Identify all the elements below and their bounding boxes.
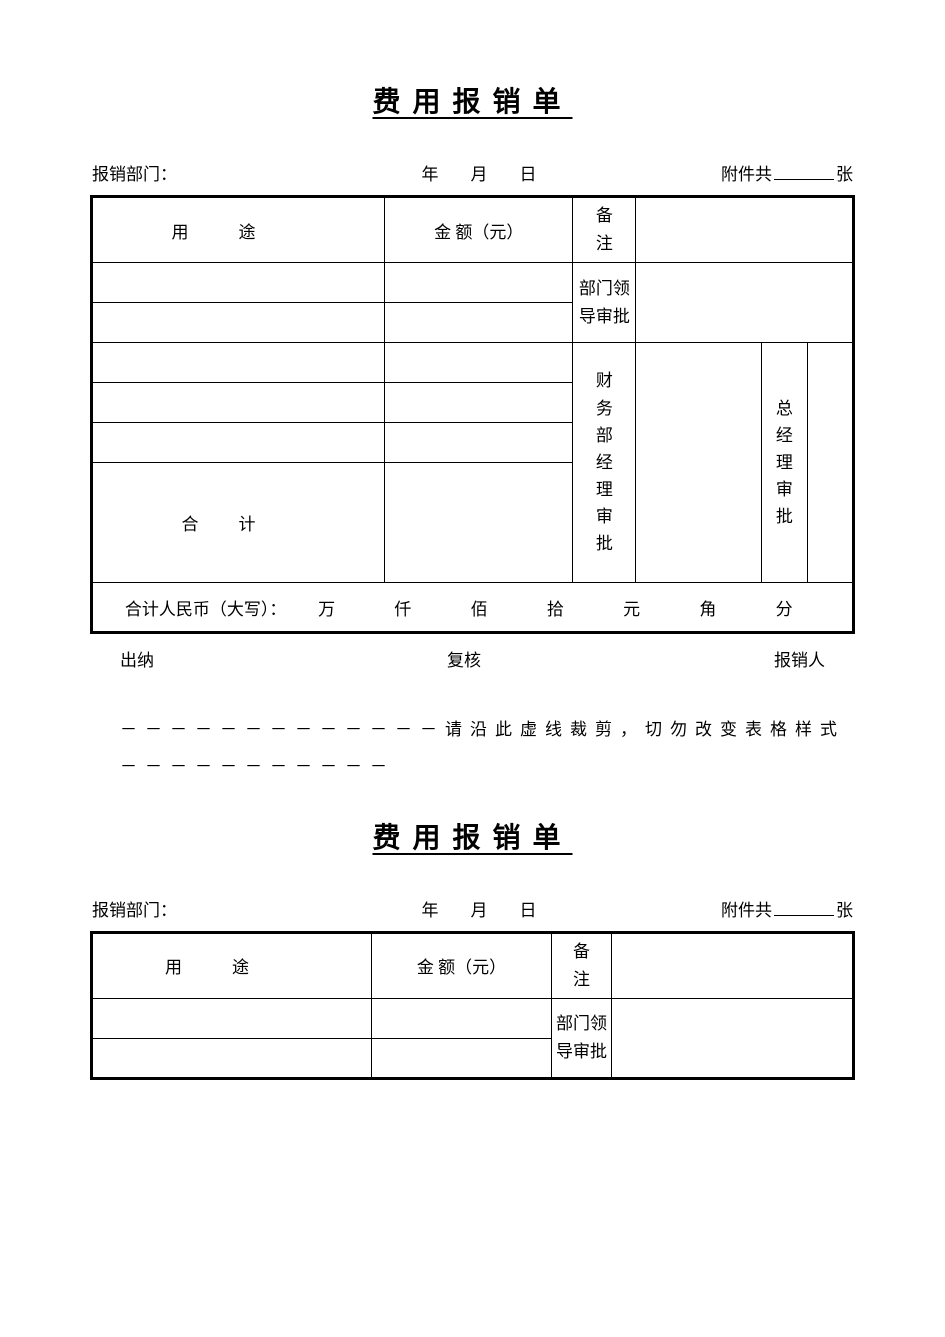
remark-l1: 备 [554, 938, 609, 966]
attach-slot [774, 179, 834, 180]
dept-l1: 部门领 [575, 275, 633, 303]
col-purpose: 用途 [92, 197, 385, 263]
dept-label: 报销部门： [92, 896, 177, 921]
dept-l2: 导审批 [554, 1038, 609, 1066]
remark-l2: 注 [575, 230, 633, 258]
aw-wan: 万 [291, 595, 363, 620]
remark-l2: 注 [554, 966, 609, 994]
aw-prefix: 合计人民币（大写）： [125, 600, 287, 619]
date-fields: 年 月 日 [177, 160, 721, 185]
aw-qian: 仟 [367, 595, 439, 620]
purpose-cell [92, 423, 385, 463]
amount-cell [372, 1038, 552, 1078]
dept-l1: 部门领 [554, 1010, 609, 1038]
year-label: 年 [422, 896, 439, 921]
dept-l2: 导审批 [575, 303, 633, 331]
claimant-label: 报销人 [774, 646, 825, 671]
expense-table: 用途 金 额（元） 备 注 部门领 导审批 财务部经理审批 [90, 195, 855, 634]
cashier-label: 出纳 [120, 646, 154, 671]
amount-in-words-row: 合计人民币（大写）： 万 仟 佰 拾 元 角 分 [92, 583, 854, 633]
dept-approval-label: 部门领 导审批 [573, 263, 636, 343]
purpose-cell [92, 343, 385, 383]
dept-label: 报销部门： [92, 160, 177, 185]
finance-approval-sign [636, 343, 762, 583]
attach-prefix: 附件共 [721, 160, 772, 185]
purpose-cell [92, 303, 385, 343]
footer-row: 出纳 复核 报销人 [90, 634, 855, 671]
amount-cell [385, 343, 573, 383]
day-label: 日 [520, 896, 537, 921]
aw-bai: 佰 [443, 595, 515, 620]
expense-form-2: 费用报销单 报销部门： 年 月 日 附件共 张 用途 金 额（元） 备 注 [90, 816, 855, 1080]
year-label: 年 [422, 160, 439, 185]
amount-cell [372, 998, 552, 1038]
purpose-cell [92, 998, 372, 1038]
col-signatures-head [636, 197, 854, 263]
purpose-cell [92, 383, 385, 423]
expense-form-1: 费用报销单 报销部门： 年 月 日 附件共 张 用途 金 额（元） 备 注 [90, 80, 855, 671]
cut-line: －－－－－－－－－－－－－请沿此虚线裁剪，切勿改变表格样式－－－－－－－－－－－ [120, 711, 855, 786]
dept-approval-label: 部门领 导审批 [552, 998, 612, 1078]
gm-approval-sign [807, 343, 853, 583]
amount-cell [385, 303, 573, 343]
col-remark: 备 注 [573, 197, 636, 263]
col-signatures-head [612, 932, 854, 998]
total-amount [385, 463, 573, 583]
day-label: 日 [520, 160, 537, 185]
date-fields: 年 月 日 [177, 896, 721, 921]
amount-cell [385, 263, 573, 303]
col-remark: 备 注 [552, 932, 612, 998]
attachment-count: 附件共 张 [721, 160, 853, 185]
month-label: 月 [471, 160, 488, 185]
attachment-count: 附件共 张 [721, 896, 853, 921]
finance-vert: 财务部经理审批 [596, 367, 613, 557]
meta-row: 报销部门： 年 月 日 附件共 张 [90, 160, 855, 185]
purpose-cell [92, 1038, 372, 1078]
expense-table: 用途 金 额（元） 备 注 部门领 导审批 [90, 931, 855, 1080]
gm-approval-label: 总经理审批 [761, 343, 807, 583]
month-label: 月 [471, 896, 488, 921]
remark-l1: 备 [575, 202, 633, 230]
aw-shi: 拾 [519, 595, 591, 620]
finance-approval-label: 财务部经理审批 [573, 343, 636, 583]
total-label: 合计 [92, 463, 385, 583]
form-title: 费用报销单 [90, 816, 855, 856]
meta-row: 报销部门： 年 月 日 附件共 张 [90, 896, 855, 921]
col-amount: 金 额（元） [385, 197, 573, 263]
aw-fen: 分 [748, 595, 820, 620]
attach-suffix: 张 [836, 896, 853, 921]
amount-cell [385, 423, 573, 463]
gm-vert: 总经理审批 [776, 395, 793, 531]
dept-approval-sign [612, 998, 854, 1078]
dept-approval-sign [636, 263, 854, 343]
attach-suffix: 张 [836, 160, 853, 185]
purpose-cell [92, 263, 385, 303]
aw-jiao: 角 [672, 595, 744, 620]
col-amount: 金 额（元） [372, 932, 552, 998]
aw-yuan: 元 [596, 595, 668, 620]
attach-slot [774, 915, 834, 916]
reviewer-label: 复核 [447, 646, 481, 671]
form-title: 费用报销单 [90, 80, 855, 120]
amount-cell [385, 383, 573, 423]
attach-prefix: 附件共 [721, 896, 772, 921]
col-purpose: 用途 [92, 932, 372, 998]
